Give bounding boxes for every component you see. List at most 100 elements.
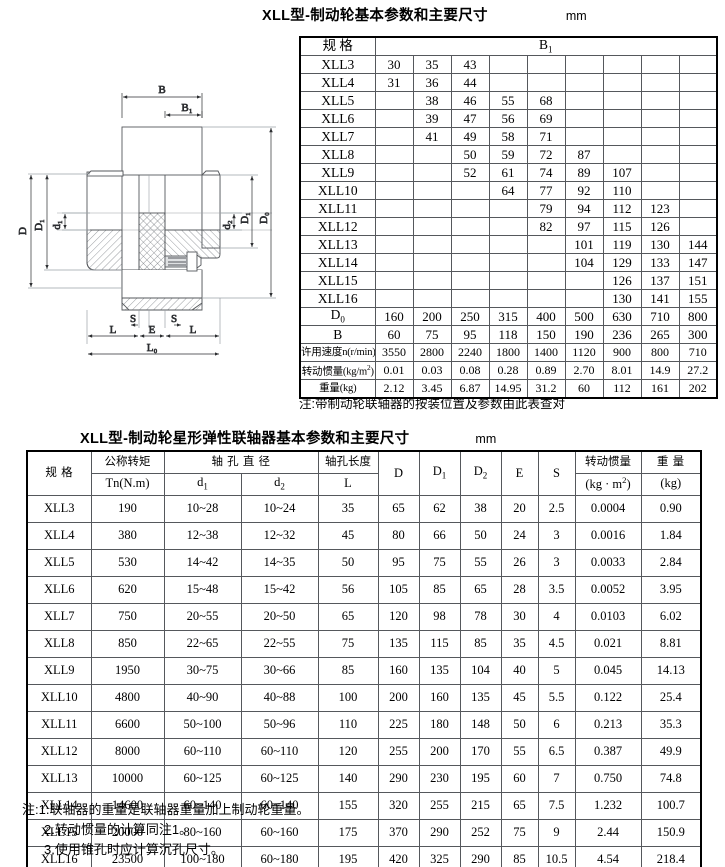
table2-header-D2: D2: [459, 450, 502, 496]
table1-cell: 41: [412, 127, 452, 147]
table1-header-spec: 规 格: [299, 36, 376, 57]
dim-label-D1-left: D₁: [33, 219, 45, 231]
table1-cell: [374, 289, 414, 309]
table2-header-D1-sub: 1: [441, 470, 447, 481]
dim-label-S-left: S: [130, 313, 136, 325]
table1-cell: 151: [678, 271, 718, 291]
table2-cell-tn: 1950: [90, 656, 165, 685]
table1-param-cell: 2.12: [374, 379, 414, 399]
table2-cell-d1: 40~90: [163, 683, 242, 712]
table1-param-cell: 1120: [564, 343, 604, 363]
table2-cell-S: 2.5: [537, 494, 576, 523]
table2-cell-S: 3.5: [537, 575, 576, 604]
table1-cell: 155: [678, 289, 718, 309]
table2-cell-tn: 530: [90, 548, 165, 577]
table1-row: XLL4 31 36 44: [299, 73, 718, 93]
table1-cell: 50: [450, 145, 490, 165]
table1-param-cell: 400: [526, 307, 566, 327]
table1-cell: 115: [602, 217, 642, 237]
table2-cell-weight: 8.81: [640, 629, 702, 658]
table1-cell: [374, 199, 414, 219]
table1-row-spec: XLL12: [299, 217, 376, 237]
table1-cell: 36: [412, 73, 452, 93]
table1-cell: [450, 217, 490, 237]
table1-cell: [412, 217, 452, 237]
table1-param-row: 许用速度n(r/min) 3550 2800 2240 1800 1400 11…: [299, 343, 718, 363]
table1-cell: [640, 91, 680, 111]
table2-cell-inertia: 0.0103: [574, 602, 642, 631]
table2-cell-D1: 75: [418, 548, 461, 577]
table2-cell-L: 195: [317, 845, 379, 867]
table2-header-inertia-bot: (kg · m2): [574, 472, 642, 496]
table2-cell-d1: 10~28: [163, 494, 242, 523]
table1-cell: 49: [450, 127, 490, 147]
table1-param-cell: 60: [374, 325, 414, 345]
table1-cell: [564, 55, 604, 75]
dim-label-d1-left: d₁: [51, 220, 63, 230]
table1-cell: 44: [450, 73, 490, 93]
table1-cell: 59: [488, 145, 528, 165]
table2-cell-weight: 35.3: [640, 710, 702, 739]
table2-cell-S: 4: [537, 602, 576, 631]
dim-label-B: B: [158, 84, 165, 96]
table2-cell-d2: 10~24: [240, 494, 319, 523]
table1-cell: 130: [640, 235, 680, 255]
table-row: XLL5 530 14~42 14~35 50 95 75 55 26 3 0.…: [26, 548, 702, 577]
table1-row-spec: XLL15: [299, 271, 376, 291]
table2-cell-d2: 15~42: [240, 575, 319, 604]
table2-header-bore-len-top: 轴孔长度: [317, 450, 379, 474]
table2-header-spec: 规 格: [26, 450, 92, 496]
table1-row-spec: XLL6: [299, 109, 376, 129]
table1-param-cell: 500: [564, 307, 604, 327]
table1-param-row: 重量(kg) 2.12 3.45 6.87 14.95 31.2 60 112 …: [299, 379, 718, 399]
table1-cell: 77: [526, 181, 566, 201]
table1-cell: [526, 235, 566, 255]
table2-cell-D: 225: [377, 710, 420, 739]
table2-header-d2: d2: [240, 472, 319, 496]
table2-header-D2-text: D: [473, 464, 483, 479]
table1-cell: 71: [526, 127, 566, 147]
table2-cell-spec: XLL9: [26, 656, 92, 685]
table1-param-cell: 150: [526, 325, 566, 345]
table2-cell-S: 6: [537, 710, 576, 739]
table1-row-spec: XLL5: [299, 91, 376, 111]
table2-cell-D: 200: [377, 683, 420, 712]
table1-cell: 46: [450, 91, 490, 111]
table1-cell: 126: [602, 271, 642, 291]
table2-cell-D1: 135: [418, 656, 461, 685]
table1-cell: [412, 199, 452, 219]
table2-header-S: S: [537, 450, 576, 496]
table1-row: XLL10 64 77 92 110: [299, 181, 718, 201]
table1-cell: 101: [564, 235, 604, 255]
table1-cell: [640, 145, 680, 165]
table1-cell: [412, 235, 452, 255]
table1-header-b1-sub: 1: [548, 44, 553, 55]
table2-cell-tn: 750: [90, 602, 165, 631]
table1-cell: [564, 73, 604, 93]
table2-cell-D2: 104: [459, 656, 502, 685]
table-row: XLL4 380 12~38 12~32 45 80 66 50 24 3 0.…: [26, 521, 702, 550]
dim-label-D0-right: D₀: [258, 212, 270, 224]
table1-cell: 144: [678, 235, 718, 255]
dim-label-d2-right: d₂: [221, 220, 233, 230]
table2-cell-E: 50: [500, 710, 539, 739]
table1-cell: 133: [640, 253, 680, 273]
table1-row-spec: XLL10: [299, 181, 376, 201]
table1-param-cell: 315: [488, 307, 528, 327]
table1-param-label: 转动惯量(kg/m2): [299, 361, 376, 381]
table1-cell: [450, 289, 490, 309]
table2-cell-D2: 215: [459, 791, 502, 820]
table2-cell-tn: 10000: [90, 764, 165, 793]
table-row: XLL9 1950 30~75 30~66 85 160 135 104 40 …: [26, 656, 702, 685]
table1-cell: [640, 163, 680, 183]
table2-cell-E: 30: [500, 602, 539, 631]
table2-cell-L: 56: [317, 575, 379, 604]
table1-row: XLL13 101 119 130 144: [299, 235, 718, 255]
table2-cell-d1: 60~125: [163, 764, 242, 793]
table1-param-label: D0: [299, 307, 376, 327]
table2-cell-inertia: 0.045: [574, 656, 642, 685]
table1-cell: [526, 253, 566, 273]
table1-param-cell: 710: [640, 307, 680, 327]
table2-cell-spec: XLL7: [26, 602, 92, 631]
table1-cell: [450, 271, 490, 291]
